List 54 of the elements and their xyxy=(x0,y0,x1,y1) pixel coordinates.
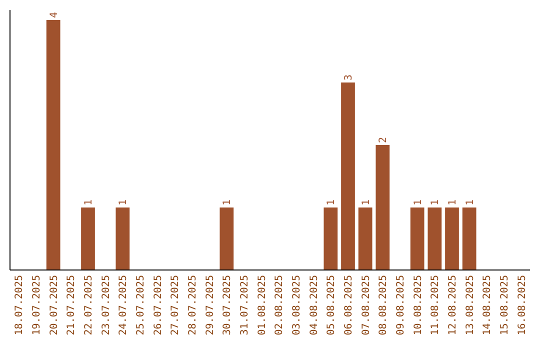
x-tick-label: 04.08.2025 xyxy=(308,275,320,336)
bar xyxy=(445,208,459,270)
x-tick-label: 06.08.2025 xyxy=(344,275,354,336)
data-label: 1 xyxy=(412,199,424,206)
x-tick-label: 02.08.2025 xyxy=(274,275,286,336)
data-label: 3 xyxy=(344,74,354,80)
data-label: 1 xyxy=(448,199,458,206)
x-tick-label: 19.07.2025 xyxy=(32,275,42,336)
data-label: 1 xyxy=(360,199,372,206)
x-tick-label: 22.07.2025 xyxy=(84,275,94,336)
x-tick-label: 20.07.2025 xyxy=(48,275,60,336)
data-label: 1 xyxy=(430,199,442,206)
bar xyxy=(324,208,338,270)
x-tick-label: 11.08.2025 xyxy=(430,275,442,336)
x-tick-label: 07.08.2025 xyxy=(360,275,372,336)
x-tick-label: 15.08.2025 xyxy=(500,275,510,336)
x-tick-label: 27.07.2025 xyxy=(170,275,182,336)
x-tick-label: 09.08.2025 xyxy=(396,275,406,336)
data-label: 1 xyxy=(118,199,130,206)
x-tick-label: 18.07.2025 xyxy=(14,275,26,336)
bar xyxy=(116,208,130,270)
data-label: 1 xyxy=(84,199,94,206)
x-tick-label: 23.07.2025 xyxy=(100,275,112,336)
bar xyxy=(81,208,95,270)
x-tick-label: 05.08.2025 xyxy=(326,275,338,336)
x-tick-label: 28.07.2025 xyxy=(188,275,198,336)
bar xyxy=(410,208,424,270)
x-tick-label: 29.07.2025 xyxy=(204,275,216,336)
data-label: 1 xyxy=(464,199,476,206)
x-tick-label: 01.08.2025 xyxy=(256,275,268,336)
x-tick-label: 24.07.2025 xyxy=(118,275,130,336)
bar xyxy=(462,208,476,270)
bar xyxy=(358,208,372,270)
bar xyxy=(428,208,442,270)
bar xyxy=(220,208,234,270)
x-tick-label: 14.08.2025 xyxy=(482,275,494,336)
x-tick-label: 08.08.2025 xyxy=(378,275,390,336)
x-tick-label: 25.07.2025 xyxy=(136,275,146,336)
bar xyxy=(376,145,390,270)
data-label: 1 xyxy=(222,199,234,206)
x-tick-label: 21.07.2025 xyxy=(66,275,78,336)
x-tick-label: 16.08.2025 xyxy=(516,275,528,336)
x-tick-label: 31.07.2025 xyxy=(240,275,250,336)
x-tick-label: 03.08.2025 xyxy=(292,275,302,336)
x-tick-label: 10.08.2025 xyxy=(412,275,424,336)
bar xyxy=(341,82,355,270)
x-tick-label: 30.07.2025 xyxy=(222,275,234,336)
x-tick-label: 12.08.2025 xyxy=(448,275,458,336)
data-label: 1 xyxy=(326,199,338,206)
data-label: 2 xyxy=(378,136,390,143)
x-tick-label: 13.08.2025 xyxy=(464,275,476,336)
data-label: 4 xyxy=(48,12,60,18)
bar xyxy=(46,20,60,270)
x-tick-label: 26.07.2025 xyxy=(152,275,164,336)
